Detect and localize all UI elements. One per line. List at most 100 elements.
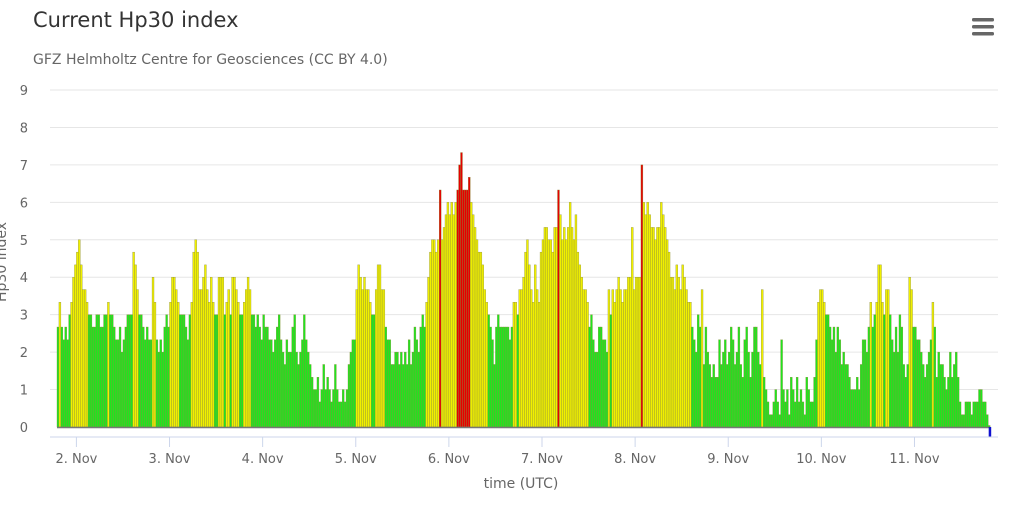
bar[interactable] (978, 389, 981, 428)
bar[interactable] (460, 152, 463, 428)
bar[interactable] (435, 251, 438, 428)
bar[interactable] (728, 351, 731, 428)
bar[interactable] (788, 414, 791, 428)
bar[interactable] (103, 314, 106, 428)
bar[interactable] (912, 326, 915, 428)
bar[interactable] (427, 277, 430, 428)
bar[interactable] (778, 414, 781, 428)
bar[interactable] (627, 277, 630, 428)
bar[interactable] (582, 289, 585, 428)
bar[interactable] (491, 339, 494, 428)
bar[interactable] (359, 277, 362, 428)
bar[interactable] (340, 401, 343, 428)
bar[interactable] (231, 277, 234, 428)
bar[interactable] (889, 314, 892, 428)
bar[interactable] (619, 289, 622, 428)
bar[interactable] (749, 377, 752, 428)
bar[interactable] (984, 401, 987, 428)
bar[interactable] (305, 339, 308, 428)
bar[interactable] (196, 251, 199, 428)
bar[interactable] (485, 302, 488, 428)
bar[interactable] (417, 351, 420, 428)
bar[interactable] (840, 364, 843, 428)
bar[interactable] (128, 314, 131, 428)
bar[interactable] (132, 251, 135, 428)
bar[interactable] (268, 339, 271, 428)
bar[interactable] (931, 302, 935, 428)
bar[interactable] (289, 351, 292, 428)
bar[interactable] (398, 364, 401, 428)
bar[interactable] (815, 339, 818, 428)
bar[interactable] (803, 414, 807, 428)
bar[interactable] (91, 326, 95, 428)
bar[interactable] (303, 314, 306, 428)
bar[interactable] (390, 364, 393, 428)
bar[interactable] (444, 214, 448, 428)
bar[interactable] (935, 377, 938, 428)
bar[interactable] (922, 364, 925, 428)
bar[interactable] (184, 326, 188, 428)
bar[interactable] (382, 289, 386, 428)
bar[interactable] (310, 377, 314, 428)
bar[interactable] (572, 239, 576, 428)
bar[interactable] (545, 227, 548, 428)
bar[interactable] (266, 326, 269, 428)
bar[interactable] (68, 314, 71, 428)
bar[interactable] (700, 289, 704, 428)
bar[interactable] (386, 339, 389, 428)
bar[interactable] (939, 364, 942, 428)
bar[interactable] (140, 314, 143, 428)
bar[interactable] (652, 227, 655, 428)
bar[interactable] (400, 351, 403, 428)
bar[interactable] (107, 302, 110, 428)
bar[interactable] (159, 339, 162, 428)
bar[interactable] (316, 377, 320, 428)
bar[interactable] (250, 314, 254, 428)
bar[interactable] (982, 401, 985, 428)
bar[interactable] (722, 351, 725, 428)
bar[interactable] (454, 202, 457, 428)
bar[interactable] (681, 264, 684, 428)
bar[interactable] (373, 314, 376, 428)
bar[interactable] (392, 364, 395, 428)
bar[interactable] (739, 364, 742, 428)
bar[interactable] (644, 214, 647, 428)
bar[interactable] (679, 289, 682, 428)
bar[interactable] (287, 351, 290, 428)
bar[interactable] (918, 339, 921, 428)
bar[interactable] (113, 326, 116, 428)
bar[interactable] (157, 351, 160, 428)
bar[interactable] (629, 277, 632, 428)
bar[interactable] (953, 364, 956, 428)
bar[interactable] (458, 164, 461, 428)
bar[interactable] (87, 314, 91, 428)
bar[interactable] (828, 326, 832, 428)
bar[interactable] (846, 364, 849, 428)
bar[interactable] (650, 227, 653, 428)
bar[interactable] (782, 389, 785, 428)
bar[interactable] (182, 314, 186, 428)
bar[interactable] (134, 264, 137, 428)
bar[interactable] (351, 339, 354, 428)
bar[interactable] (394, 351, 397, 428)
bar[interactable] (206, 289, 209, 428)
bar[interactable] (328, 389, 331, 428)
bar[interactable] (805, 377, 808, 428)
menu-button[interactable] (972, 16, 994, 36)
bar[interactable] (194, 239, 197, 428)
bar[interactable] (149, 339, 153, 428)
bar[interactable] (555, 227, 558, 428)
bar[interactable] (633, 289, 636, 428)
bar[interactable] (198, 289, 201, 428)
bar[interactable] (807, 389, 810, 428)
bar[interactable] (470, 202, 473, 428)
bar[interactable] (693, 339, 696, 428)
bar[interactable] (153, 302, 157, 428)
bar[interactable] (120, 351, 124, 428)
bar[interactable] (130, 314, 133, 428)
bar[interactable] (171, 277, 174, 428)
bar[interactable] (297, 364, 300, 428)
bar[interactable] (539, 251, 543, 428)
bar[interactable] (264, 326, 267, 428)
bar[interactable] (165, 314, 168, 428)
